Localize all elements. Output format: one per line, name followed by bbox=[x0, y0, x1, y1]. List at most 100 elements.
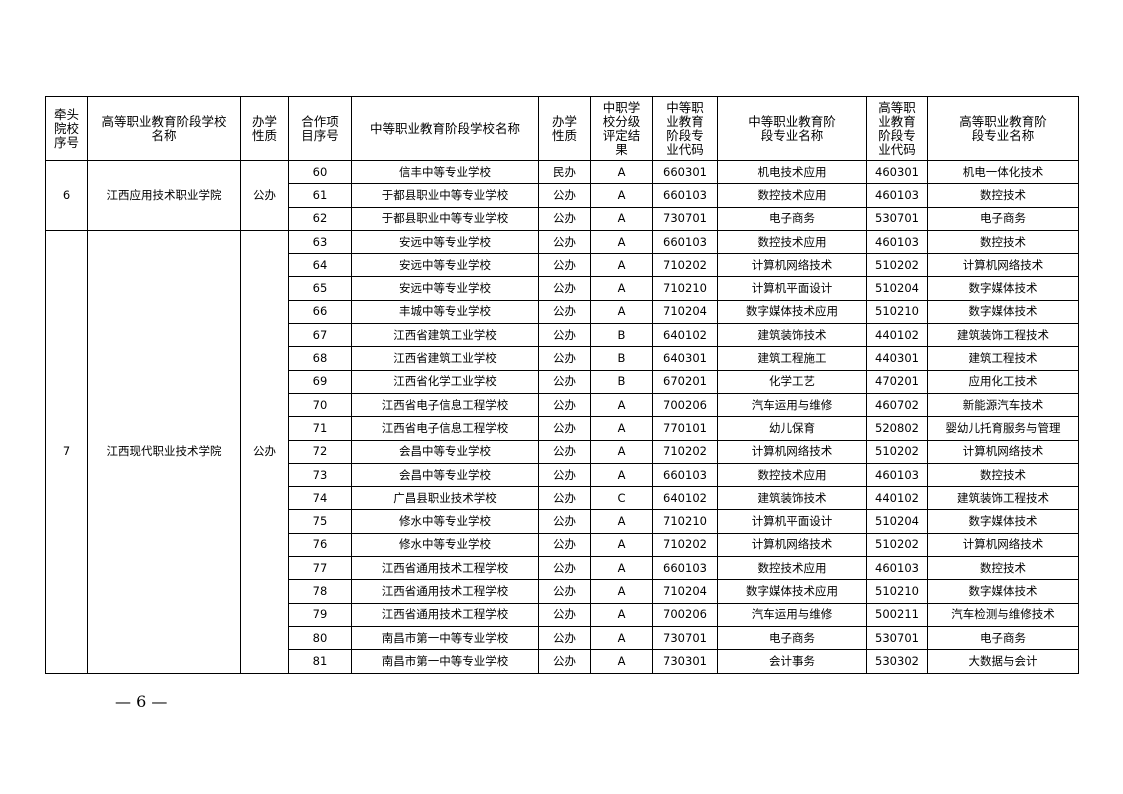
grade-cell: A bbox=[590, 602, 653, 627]
project-no-cell: 72 bbox=[288, 439, 352, 464]
high-major-cell: 数控技术 bbox=[927, 556, 1079, 581]
table-body: 6 江西应用技术职业学院 公办 60 信丰中等专业学校 民办 A 660301 机电技术应用 46… bbox=[45, 159, 1079, 674]
high-code-cell: 440301 bbox=[866, 346, 928, 371]
sec-major-cell: 会计事务 bbox=[717, 649, 867, 674]
sec-major-cell: 化学工艺 bbox=[717, 369, 867, 394]
sec-major-cell: 计算机平面设计 bbox=[717, 276, 867, 301]
high-major-cell: 新能源汽车技术 bbox=[927, 392, 1079, 418]
grade-cell: A bbox=[590, 462, 653, 488]
grade-cell: B bbox=[590, 369, 653, 394]
school-name-cell: 江西省电子信息工程学校 bbox=[351, 392, 539, 418]
high-code-cell: 460103 bbox=[866, 183, 928, 208]
table-row: 78 江西省通用技术工程学校 公办 A 710204 数字媒体技术应用 510210 数字媒体… bbox=[46, 579, 1079, 604]
school-nature-cell: 公办 bbox=[538, 602, 591, 627]
sec-major-cell: 数字媒体技术应用 bbox=[717, 299, 867, 325]
high-code-cell: 440102 bbox=[866, 486, 928, 511]
high-code-cell: 510210 bbox=[866, 299, 928, 325]
grade-cell: A bbox=[590, 159, 653, 185]
high-code-cell: 500211 bbox=[866, 602, 928, 627]
high-code-cell: 460301 bbox=[866, 159, 928, 185]
school-nature-cell: 公办 bbox=[538, 323, 591, 348]
project-no-cell: 67 bbox=[288, 323, 352, 348]
high-major-cell: 数控技术 bbox=[927, 183, 1079, 208]
school-nature-cell: 公办 bbox=[538, 416, 591, 441]
header-sec-major: 中等职业教育阶段专业名称 bbox=[717, 96, 867, 161]
grade-cell: C bbox=[590, 486, 653, 511]
high-major-cell: 建筑装饰工程技术 bbox=[927, 323, 1079, 348]
high-code-cell: 440102 bbox=[866, 323, 928, 348]
sec-code-cell: 640301 bbox=[652, 346, 718, 371]
school-nature-cell: 公办 bbox=[538, 276, 591, 301]
sec-code-cell: 700206 bbox=[652, 602, 718, 627]
high-major-cell: 数控技术 bbox=[927, 229, 1079, 255]
school-nature-cell: 公办 bbox=[538, 486, 591, 511]
sec-major-cell: 机电技术应用 bbox=[717, 159, 867, 185]
sec-code-cell: 710204 bbox=[652, 579, 718, 604]
high-code-cell: 520802 bbox=[866, 416, 928, 441]
sec-code-cell: 730701 bbox=[652, 625, 718, 651]
table-row: 72 会昌中等专业学校 公办 A 710202 计算机网络技术 510202 计算机网络技术 bbox=[46, 439, 1079, 464]
project-no-cell: 71 bbox=[288, 416, 352, 441]
project-no-cell: 77 bbox=[288, 556, 352, 581]
school-name-cell: 广昌县职业技术学校 bbox=[351, 486, 539, 511]
school-nature-cell: 公办 bbox=[538, 206, 591, 231]
header-high-major: 高等职业教育阶段专业名称 bbox=[927, 96, 1079, 161]
high-major-cell: 数字媒体技术 bbox=[927, 276, 1079, 301]
school-nature-cell: 公办 bbox=[538, 532, 591, 558]
table-row: 80 南昌市第一中等专业学校 公办 A 730701 电子商务 530701 电子商务 bbox=[46, 625, 1079, 651]
high-code-cell: 460103 bbox=[866, 462, 928, 488]
school-nature-cell: 公办 bbox=[538, 625, 591, 651]
high-major-cell: 计算机网络技术 bbox=[927, 253, 1079, 278]
sec-major-cell: 计算机网络技术 bbox=[717, 532, 867, 558]
project-no-cell: 75 bbox=[288, 509, 352, 534]
college-name-cell: 江西现代职业技术学院 bbox=[87, 229, 241, 674]
school-name-cell: 江西省建筑工业学校 bbox=[351, 346, 539, 371]
grade-cell: A bbox=[590, 532, 653, 558]
project-no-cell: 78 bbox=[288, 579, 352, 604]
header-sec-code: 中等职业教育阶段专业代码 bbox=[652, 96, 718, 161]
project-no-cell: 74 bbox=[288, 486, 352, 511]
sec-major-cell: 数控技术应用 bbox=[717, 183, 867, 208]
sec-major-cell: 计算机平面设计 bbox=[717, 509, 867, 534]
high-major-cell: 建筑装饰工程技术 bbox=[927, 486, 1079, 511]
header-grade: 中职学校分级评定结果 bbox=[590, 96, 653, 161]
grade-cell: A bbox=[590, 579, 653, 604]
sec-code-cell: 710202 bbox=[652, 439, 718, 464]
high-code-cell: 530701 bbox=[866, 625, 928, 651]
grade-cell: A bbox=[590, 253, 653, 278]
school-name-cell: 于都县职业中等专业学校 bbox=[351, 206, 539, 231]
sec-major-cell: 数控技术应用 bbox=[717, 462, 867, 488]
sec-major-cell: 电子商务 bbox=[717, 625, 867, 651]
grade-cell: A bbox=[590, 556, 653, 581]
high-code-cell: 530701 bbox=[866, 206, 928, 231]
sec-code-cell: 730301 bbox=[652, 649, 718, 674]
grade-cell: A bbox=[590, 439, 653, 464]
high-major-cell: 计算机网络技术 bbox=[927, 439, 1079, 464]
table-row: 71 江西省电子信息工程学校 公办 A 770101 幼儿保育 520802 婴幼儿托育服务与… bbox=[46, 416, 1079, 441]
header-row: 牵头院校序号 高等职业教育阶段学校名称 办学性质 合作项目序号 中等职业教育阶段… bbox=[45, 96, 1079, 161]
school-nature-cell: 民办 bbox=[538, 159, 591, 185]
school-nature-cell: 公办 bbox=[538, 346, 591, 371]
high-major-cell: 建筑工程技术 bbox=[927, 346, 1079, 371]
high-code-cell: 510202 bbox=[866, 253, 928, 278]
table-row: 61 于都县职业中等专业学校 公办 A 660103 数控技术应用 460103 数控技术 bbox=[46, 183, 1079, 208]
project-no-cell: 69 bbox=[288, 369, 352, 394]
sec-major-cell: 汽车运用与维修 bbox=[717, 602, 867, 627]
grade-cell: B bbox=[590, 346, 653, 371]
high-code-cell: 510202 bbox=[866, 532, 928, 558]
school-nature-cell: 公办 bbox=[538, 649, 591, 674]
grade-cell: B bbox=[590, 323, 653, 348]
lead-no-cell: 6 bbox=[45, 160, 88, 231]
project-no-cell: 70 bbox=[288, 392, 352, 418]
school-name-cell: 江西省化学工业学校 bbox=[351, 369, 539, 394]
grade-cell: A bbox=[590, 299, 653, 325]
table-row: 77 江西省通用技术工程学校 公办 A 660103 数控技术应用 460103 数控技术 bbox=[46, 556, 1079, 581]
sec-major-cell: 建筑装饰技术 bbox=[717, 486, 867, 511]
high-major-cell: 婴幼儿托育服务与管理 bbox=[927, 416, 1079, 441]
sec-major-cell: 电子商务 bbox=[717, 206, 867, 231]
sec-major-cell: 汽车运用与维修 bbox=[717, 392, 867, 418]
table-row: 75 修水中等专业学校 公办 A 710210 计算机平面设计 510204 数字媒体技术 bbox=[46, 509, 1079, 534]
table-row: 6 江西应用技术职业学院 公办 60 信丰中等专业学校 民办 A 660301 机电技术应用 46… bbox=[45, 159, 1079, 231]
school-name-cell: 江西省通用技术工程学校 bbox=[351, 556, 539, 581]
college-nature-cell: 公办 bbox=[240, 160, 289, 231]
